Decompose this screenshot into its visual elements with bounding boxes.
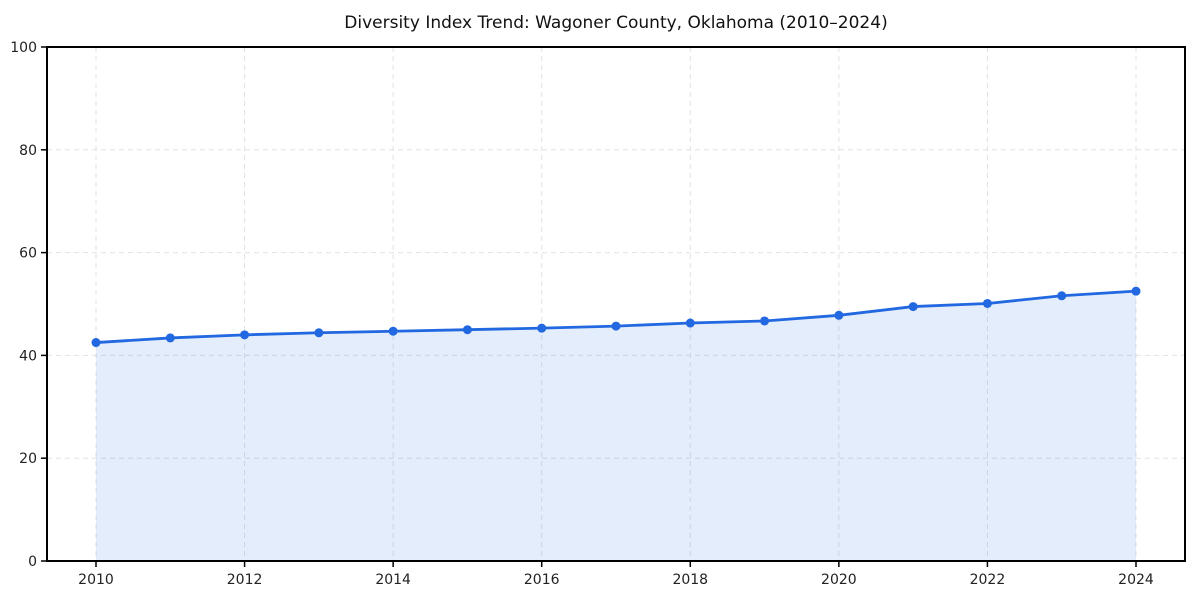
data-point-2020 — [834, 310, 844, 320]
data-point-2023 — [1057, 291, 1067, 301]
y-tick-label: 0 — [28, 554, 37, 570]
plot-border — [46, 46, 1186, 562]
data-point-2022 — [982, 298, 992, 308]
data-point-2015 — [462, 325, 472, 335]
data-point-2018 — [685, 318, 695, 328]
x-tick-label: 2024 — [1118, 572, 1154, 588]
data-point-2024 — [1131, 286, 1141, 296]
y-tick-label: 100 — [10, 40, 37, 56]
data-point-2013 — [314, 328, 324, 338]
chart-title: Diversity Index Trend: Wagoner County, O… — [344, 13, 888, 33]
data-point-2010 — [91, 338, 101, 348]
x-tick-label: 2022 — [970, 572, 1006, 588]
data-point-2016 — [537, 323, 547, 333]
data-point-2011 — [165, 333, 175, 343]
data-point-2017 — [611, 321, 621, 331]
area-fill — [96, 291, 1136, 561]
x-tick-label: 2018 — [672, 572, 708, 588]
x-tick-label: 2016 — [524, 572, 560, 588]
y-tick-label: 20 — [19, 451, 37, 467]
y-tick-label: 40 — [19, 348, 37, 364]
data-point-2021 — [908, 302, 918, 312]
data-point-2012 — [240, 330, 250, 340]
x-tick-label: 2014 — [375, 572, 411, 588]
y-tick-label: 60 — [19, 246, 37, 262]
x-tick-label: 2012 — [227, 572, 263, 588]
x-tick-label: 2020 — [821, 572, 857, 588]
data-point-2014 — [388, 326, 398, 336]
y-tick-label: 80 — [19, 143, 37, 159]
data-point-2019 — [760, 316, 770, 326]
x-tick-label: 2010 — [78, 572, 114, 588]
